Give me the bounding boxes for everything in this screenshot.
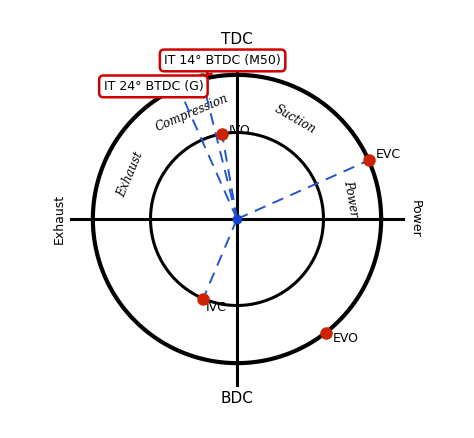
Text: Power: Power <box>341 180 360 219</box>
Text: EVO: EVO <box>333 332 359 345</box>
Text: Exhaust: Exhaust <box>53 194 65 244</box>
Text: TDC: TDC <box>221 32 253 47</box>
Text: Compression: Compression <box>154 92 230 134</box>
Text: Power: Power <box>409 200 421 238</box>
Text: IVC: IVC <box>206 301 227 314</box>
Text: IT 14° BTDC (M50): IT 14° BTDC (M50) <box>164 54 281 75</box>
Text: BDC: BDC <box>220 391 254 406</box>
Text: Suction: Suction <box>272 102 318 136</box>
Text: IT 24° BTDC (G): IT 24° BTDC (G) <box>103 80 203 93</box>
Text: IVO: IVO <box>229 124 251 138</box>
Text: EVC: EVC <box>376 148 401 161</box>
Text: Exhaust: Exhaust <box>116 149 146 199</box>
